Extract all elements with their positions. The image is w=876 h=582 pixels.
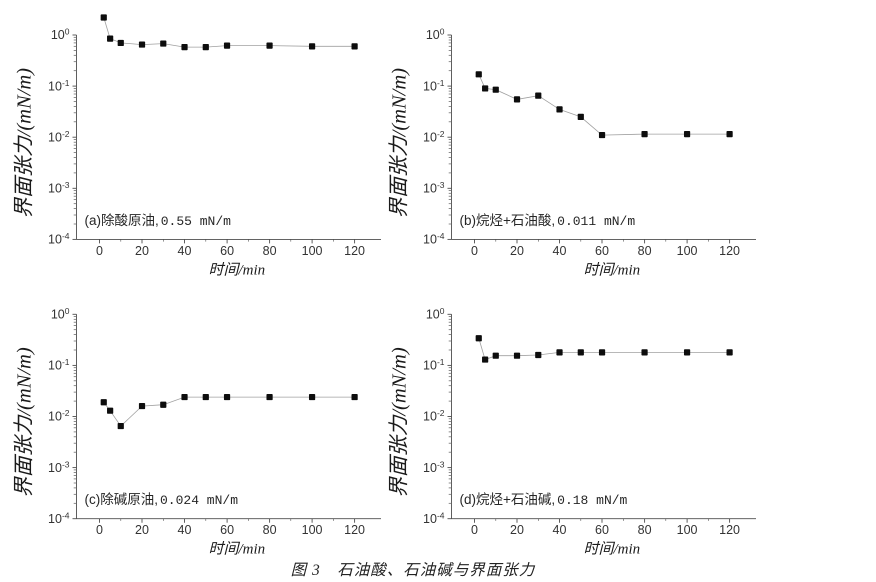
svg-text:时间/min: 时间/min bbox=[208, 541, 265, 558]
svg-text:120: 120 bbox=[344, 523, 365, 537]
svg-text:10-3: 10-3 bbox=[423, 459, 445, 475]
svg-text:20: 20 bbox=[510, 523, 524, 537]
svg-text:100: 100 bbox=[426, 27, 445, 43]
svg-text:时间/min: 时间/min bbox=[583, 541, 640, 558]
svg-text:10-4: 10-4 bbox=[423, 510, 445, 526]
svg-text:100: 100 bbox=[51, 306, 70, 322]
svg-text:10-4: 10-4 bbox=[48, 510, 70, 526]
svg-text:10-4: 10-4 bbox=[423, 231, 445, 247]
svg-text:(a)除酸原油,0.55 mN/m: (a)除酸原油, 0.55 mN/m bbox=[85, 213, 232, 229]
svg-text:80: 80 bbox=[263, 244, 277, 258]
svg-text:120: 120 bbox=[719, 523, 740, 537]
svg-text:时间/min: 时间/min bbox=[208, 261, 265, 278]
svg-text:10-3: 10-3 bbox=[48, 180, 70, 196]
svg-text:80: 80 bbox=[263, 523, 277, 537]
svg-text:40: 40 bbox=[178, 244, 192, 258]
svg-text:20: 20 bbox=[135, 523, 149, 537]
svg-text:100: 100 bbox=[51, 27, 70, 43]
svg-text:10-2: 10-2 bbox=[48, 129, 70, 145]
svg-text:10-3: 10-3 bbox=[48, 459, 70, 475]
svg-text:120: 120 bbox=[719, 244, 740, 258]
svg-text:80: 80 bbox=[638, 244, 652, 258]
svg-text:时间/min: 时间/min bbox=[583, 261, 640, 278]
svg-text:100: 100 bbox=[302, 523, 323, 537]
svg-text:界面张力/(mN/m): 界面张力/(mN/m) bbox=[13, 347, 36, 497]
svg-text:界面张力/(mN/m): 界面张力/(mN/m) bbox=[388, 68, 411, 218]
svg-text:10-1: 10-1 bbox=[48, 78, 70, 94]
svg-text:10-2: 10-2 bbox=[423, 129, 445, 145]
svg-text:20: 20 bbox=[510, 244, 524, 258]
svg-text:(d)烷烃+石油碱,0.18 mN/m: (d)烷烃+石油碱, 0.18 mN/m bbox=[460, 492, 628, 508]
svg-text:40: 40 bbox=[553, 244, 567, 258]
svg-text:10-4: 10-4 bbox=[48, 231, 70, 247]
svg-text:10-1: 10-1 bbox=[48, 357, 70, 373]
svg-text:60: 60 bbox=[220, 244, 234, 258]
svg-text:界面张力/(mN/m): 界面张力/(mN/m) bbox=[13, 68, 36, 218]
svg-text:0: 0 bbox=[471, 523, 478, 537]
svg-text:界面张力/(mN/m): 界面张力/(mN/m) bbox=[388, 347, 411, 497]
svg-text:10-1: 10-1 bbox=[423, 78, 445, 94]
svg-text:60: 60 bbox=[595, 244, 609, 258]
svg-text:100: 100 bbox=[302, 244, 323, 258]
svg-text:0: 0 bbox=[96, 244, 103, 258]
svg-text:10-3: 10-3 bbox=[423, 180, 445, 196]
svg-text:0: 0 bbox=[96, 523, 103, 537]
svg-text:40: 40 bbox=[553, 523, 567, 537]
svg-text:60: 60 bbox=[220, 523, 234, 537]
svg-text:(b)烷烃+石油酸,0.011 mN/m: (b)烷烃+石油酸, 0.011 mN/m bbox=[460, 213, 636, 229]
svg-text:120: 120 bbox=[344, 244, 365, 258]
svg-text:60: 60 bbox=[595, 523, 609, 537]
svg-text:100: 100 bbox=[677, 244, 698, 258]
svg-text:10-2: 10-2 bbox=[423, 408, 445, 424]
svg-text:10-1: 10-1 bbox=[423, 357, 445, 373]
svg-text:100: 100 bbox=[677, 523, 698, 537]
svg-text:10-2: 10-2 bbox=[48, 408, 70, 424]
svg-text:(c)除碱原油,0.024 mN/m: (c)除碱原油, 0.024 mN/m bbox=[85, 492, 239, 508]
svg-text:40: 40 bbox=[178, 523, 192, 537]
svg-text:80: 80 bbox=[638, 523, 652, 537]
svg-text:100: 100 bbox=[426, 306, 445, 322]
svg-text:0: 0 bbox=[471, 244, 478, 258]
svg-text:20: 20 bbox=[135, 244, 149, 258]
